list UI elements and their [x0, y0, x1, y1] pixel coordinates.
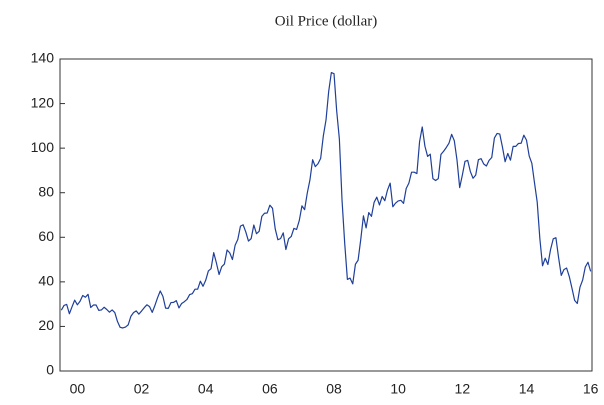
x-tick-label: 04	[198, 381, 214, 397]
x-tick-label: 08	[326, 381, 342, 397]
y-tick-label: 100	[31, 139, 55, 155]
plot-frame	[59, 58, 593, 372]
chart-title: Oil Price (dollar)	[275, 13, 377, 29]
y-tick-label: 80	[38, 183, 54, 199]
data-line	[60, 71, 592, 329]
x-tick-label: 12	[455, 381, 471, 397]
x-tick-label: 16	[583, 381, 599, 397]
y-tick-label: 120	[31, 94, 55, 110]
x-tick-label: 00	[70, 381, 86, 397]
y-tick-label: 20	[38, 317, 54, 333]
x-tick-label: 06	[262, 381, 278, 397]
y-tick-label: 60	[38, 228, 54, 244]
y-tick-label: 40	[38, 273, 54, 289]
x-tick-label: 02	[134, 381, 150, 397]
y-tick-label: 140	[31, 50, 55, 66]
x-tick-label: 10	[390, 381, 406, 397]
y-tick-label: 0	[46, 362, 54, 378]
x-tick-label: 14	[519, 381, 535, 397]
